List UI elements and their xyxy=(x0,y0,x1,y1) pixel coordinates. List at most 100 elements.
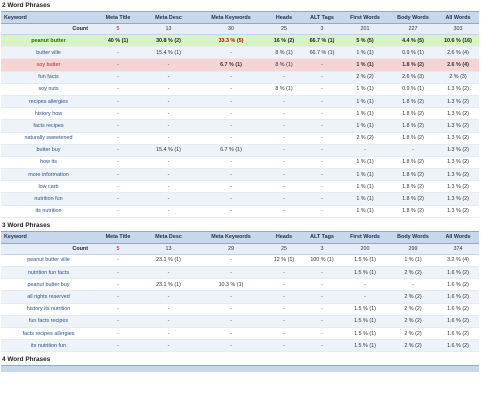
column-header[interactable]: Keyword xyxy=(1,230,96,244)
value-cell: - xyxy=(140,205,197,218)
value-cell: - xyxy=(265,168,303,182)
value-cell: 1.6 % (2) xyxy=(437,303,479,316)
column-header[interactable]: Meta Keywords xyxy=(197,230,265,244)
value-cell: - xyxy=(96,71,140,84)
value-cell: - xyxy=(197,83,265,96)
value-cell: - xyxy=(140,119,197,133)
value-cell: - xyxy=(303,168,341,182)
column-header[interactable]: All Words xyxy=(437,11,479,24)
value-cell: 66.7 % (1) xyxy=(303,46,341,60)
value-cell: 1.8 % (2) xyxy=(389,58,437,72)
value-cell: 8 % (1) xyxy=(265,58,303,72)
keyword-cell: peanut butter ville xyxy=(1,254,96,268)
value-cell: - xyxy=(140,327,197,341)
value-cell: - xyxy=(197,71,265,84)
value-cell: 1.8 % (2) xyxy=(389,180,437,194)
value-cell: 66.7 % (1) xyxy=(303,34,341,48)
keyword-cell: all rights reserved xyxy=(1,290,96,304)
count-value: 13 xyxy=(140,23,197,35)
value-cell: - xyxy=(265,205,303,218)
column-header[interactable]: ALT Tags xyxy=(303,230,341,244)
value-cell: - xyxy=(265,303,303,316)
value-cell: - xyxy=(197,132,265,145)
value-cell: 5 % (5) xyxy=(341,34,389,48)
value-cell: - xyxy=(303,156,341,170)
keyword-cell: history its nutrition xyxy=(1,303,96,316)
value-cell: - xyxy=(197,46,265,60)
count-value: 13 xyxy=(140,243,197,255)
column-header[interactable]: Keyword xyxy=(1,11,96,24)
value-cell: - xyxy=(140,107,197,121)
value-cell: - xyxy=(265,290,303,304)
value-cell: 16 % (2) xyxy=(265,34,303,48)
value-cell: - xyxy=(341,290,389,304)
keyword-cell: butter buy xyxy=(1,144,96,157)
count-value: 3 xyxy=(303,23,341,35)
value-cell: 1 % (1) xyxy=(341,192,389,206)
three-word-phrases-table: Keyword Meta Title Meta Desc Meta Keywords H… xyxy=(1,230,479,353)
column-header[interactable]: Meta Desc xyxy=(140,11,197,24)
column-header[interactable]: Meta Title xyxy=(96,230,140,244)
column-header[interactable]: Heads xyxy=(265,230,303,244)
value-cell: - xyxy=(197,95,265,109)
value-cell: 1 % (1) xyxy=(341,83,389,96)
value-cell: 23.1 % (1) xyxy=(140,278,197,292)
value-cell: 1.3 % (2) xyxy=(437,107,479,121)
value-cell: - xyxy=(96,107,140,121)
value-cell: - xyxy=(303,339,341,353)
value-cell: - xyxy=(140,58,197,72)
count-value: 3 xyxy=(303,243,341,255)
value-cell: - xyxy=(197,339,265,353)
table-row: soy butter - -6.7 % (1) 8 % (1) -1 % (1) 1.8 … xyxy=(1,58,479,72)
value-cell: 1 % (1) xyxy=(341,95,389,109)
value-cell: 1.3 % (2) xyxy=(437,180,479,194)
column-header[interactable]: Body Words xyxy=(389,11,437,24)
value-cell: 2 % (2) xyxy=(389,339,437,353)
value-cell: - xyxy=(140,71,197,84)
value-cell: - xyxy=(197,180,265,194)
value-cell: - xyxy=(140,290,197,304)
value-cell: 2 % (2) xyxy=(341,71,389,84)
table-row: peanut butter 40 % (1) 30.8 % (2) 33.3 % (5… xyxy=(1,34,479,48)
value-cell: 15.4 % (1) xyxy=(140,144,197,157)
column-header[interactable]: Meta Desc xyxy=(140,230,197,244)
value-cell: - xyxy=(96,192,140,206)
value-cell: - xyxy=(140,83,197,96)
column-header[interactable]: Heads xyxy=(265,11,303,24)
value-cell: - xyxy=(96,58,140,72)
value-cell: - xyxy=(197,205,265,218)
value-cell: - xyxy=(140,303,197,316)
value-cell: - xyxy=(140,339,197,353)
value-cell: - xyxy=(197,168,265,182)
value-cell: - xyxy=(96,156,140,170)
value-cell: 40 % (1) xyxy=(96,34,140,48)
value-cell: 1 % (1) xyxy=(341,107,389,121)
column-header[interactable]: All Words xyxy=(437,230,479,244)
value-cell: - xyxy=(389,278,437,292)
value-cell: - xyxy=(341,144,389,157)
column-header[interactable]: ALT Tags xyxy=(303,11,341,24)
value-cell: 30.8 % (2) xyxy=(140,34,197,48)
value-cell: - xyxy=(303,132,341,145)
table-row: facts recipes allergies - - - - -1.5 % (1) 2 %… xyxy=(1,327,479,341)
value-cell: 10.3 % (1) xyxy=(197,278,265,292)
value-cell: 4.4 % (5) xyxy=(389,34,437,48)
value-cell: 2.6 % (3) xyxy=(389,71,437,84)
value-cell: - xyxy=(96,303,140,316)
column-header[interactable]: First Words xyxy=(341,230,389,244)
count-value: 29 xyxy=(197,243,265,255)
count-value: 25 xyxy=(265,23,303,35)
count-value: 227 xyxy=(389,23,437,35)
column-header[interactable]: Meta Keywords xyxy=(197,11,265,24)
column-header[interactable]: Body Words xyxy=(389,230,437,244)
value-cell: 1.8 % (2) xyxy=(389,107,437,121)
value-cell: - xyxy=(96,132,140,145)
value-cell: - xyxy=(96,290,140,304)
value-cell: 1.6 % (2) xyxy=(437,327,479,341)
column-header[interactable]: Meta Title xyxy=(96,11,140,24)
value-cell: 12 % (1) xyxy=(265,254,303,268)
value-cell: - xyxy=(303,107,341,121)
value-cell: - xyxy=(303,266,341,280)
keyword-cell: history how xyxy=(1,107,96,121)
column-header[interactable]: First Words xyxy=(341,11,389,24)
